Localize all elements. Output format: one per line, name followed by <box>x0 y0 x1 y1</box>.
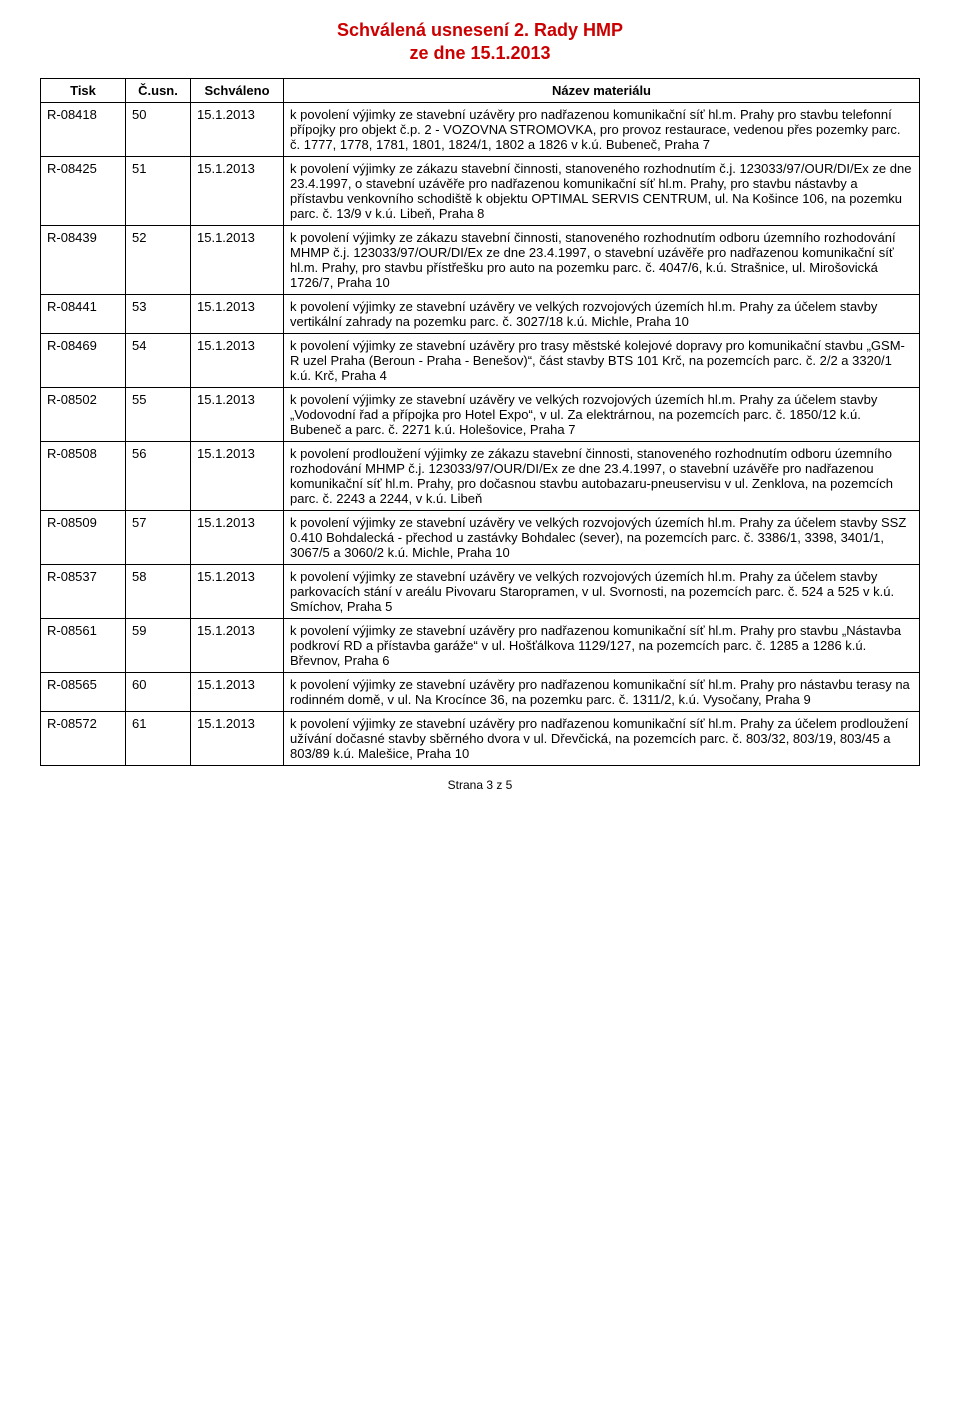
cell-tisk: R-08441 <box>41 295 126 334</box>
cell-text: k povolení výjimky ze zákazu stavební či… <box>284 157 920 226</box>
cell-tisk: R-08565 <box>41 673 126 712</box>
cell-text: k povolení výjimky ze stavební uzávěry v… <box>284 511 920 565</box>
cell-tisk: R-08418 <box>41 103 126 157</box>
cell-text: k povolení výjimky ze stavební uzávěry v… <box>284 388 920 442</box>
cell-tisk: R-08439 <box>41 226 126 295</box>
cell-usn: 56 <box>126 442 191 511</box>
cell-text: k povolení výjimky ze stavební uzávěry p… <box>284 712 920 766</box>
cell-tisk: R-08502 <box>41 388 126 442</box>
cell-text: k povolení výjimky ze stavební uzávěry v… <box>284 295 920 334</box>
cell-date: 15.1.2013 <box>191 565 284 619</box>
table-row: R-085656015.1.2013k povolení výjimky ze … <box>41 673 920 712</box>
cell-text: k povolení výjimky ze zákazu stavební či… <box>284 226 920 295</box>
cell-text: k povolení prodloužení výjimky ze zákazu… <box>284 442 920 511</box>
cell-text: k povolení výjimky ze stavební uzávěry p… <box>284 619 920 673</box>
cell-date: 15.1.2013 <box>191 442 284 511</box>
cell-usn: 59 <box>126 619 191 673</box>
cell-text: k povolení výjimky ze stavební uzávěry p… <box>284 103 920 157</box>
cell-date: 15.1.2013 <box>191 157 284 226</box>
cell-usn: 55 <box>126 388 191 442</box>
cell-usn: 54 <box>126 334 191 388</box>
page-title: Schválená usnesení 2. Rady HMP <box>40 20 920 41</box>
cell-usn: 57 <box>126 511 191 565</box>
cell-date: 15.1.2013 <box>191 673 284 712</box>
table-row: R-085095715.1.2013k povolení výjimky ze … <box>41 511 920 565</box>
table-row: R-084255115.1.2013k povolení výjimky ze … <box>41 157 920 226</box>
col-tisk: Tisk <box>41 79 126 103</box>
cell-date: 15.1.2013 <box>191 334 284 388</box>
table-row: R-084415315.1.2013k povolení výjimky ze … <box>41 295 920 334</box>
table-row: R-085025515.1.2013k povolení výjimky ze … <box>41 388 920 442</box>
page-footer: Strana 3 z 5 <box>40 778 920 792</box>
cell-date: 15.1.2013 <box>191 226 284 295</box>
table-row: R-084395215.1.2013k povolení výjimky ze … <box>41 226 920 295</box>
cell-usn: 61 <box>126 712 191 766</box>
cell-usn: 53 <box>126 295 191 334</box>
table-row: R-085375815.1.2013k povolení výjimky ze … <box>41 565 920 619</box>
table-row: R-084695415.1.2013k povolení výjimky ze … <box>41 334 920 388</box>
cell-text: k povolení výjimky ze stavební uzávěry p… <box>284 334 920 388</box>
table-row: R-085726115.1.2013k povolení výjimky ze … <box>41 712 920 766</box>
col-schvaleno: Schváleno <box>191 79 284 103</box>
cell-usn: 51 <box>126 157 191 226</box>
table-row: R-084185015.1.2013k povolení výjimky ze … <box>41 103 920 157</box>
resolutions-table: Tisk Č.usn. Schváleno Název materiálu R-… <box>40 78 920 766</box>
cell-tisk: R-08508 <box>41 442 126 511</box>
cell-tisk: R-08425 <box>41 157 126 226</box>
col-nazev: Název materiálu <box>284 79 920 103</box>
cell-tisk: R-08561 <box>41 619 126 673</box>
cell-date: 15.1.2013 <box>191 103 284 157</box>
cell-tisk: R-08469 <box>41 334 126 388</box>
table-row: R-085615915.1.2013k povolení výjimky ze … <box>41 619 920 673</box>
cell-usn: 52 <box>126 226 191 295</box>
cell-tisk: R-08572 <box>41 712 126 766</box>
table-header-row: Tisk Č.usn. Schváleno Název materiálu <box>41 79 920 103</box>
table-row: R-085085615.1.2013k povolení prodloužení… <box>41 442 920 511</box>
col-usn: Č.usn. <box>126 79 191 103</box>
cell-date: 15.1.2013 <box>191 295 284 334</box>
cell-date: 15.1.2013 <box>191 712 284 766</box>
cell-text: k povolení výjimky ze stavební uzávěry v… <box>284 565 920 619</box>
cell-tisk: R-08537 <box>41 565 126 619</box>
cell-date: 15.1.2013 <box>191 511 284 565</box>
page-subtitle: ze dne 15.1.2013 <box>40 43 920 64</box>
cell-usn: 58 <box>126 565 191 619</box>
cell-usn: 60 <box>126 673 191 712</box>
cell-text: k povolení výjimky ze stavební uzávěry p… <box>284 673 920 712</box>
cell-usn: 50 <box>126 103 191 157</box>
cell-date: 15.1.2013 <box>191 619 284 673</box>
cell-tisk: R-08509 <box>41 511 126 565</box>
cell-date: 15.1.2013 <box>191 388 284 442</box>
